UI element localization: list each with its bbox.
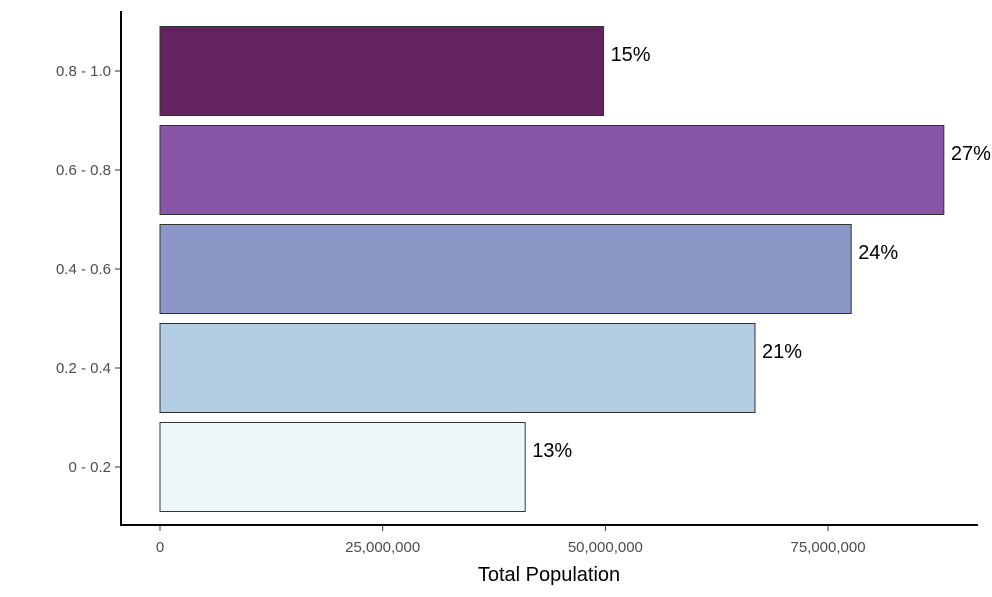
bar-3 — [159, 125, 945, 215]
bars-group — [159, 26, 945, 512]
y-tick-label-3: 0.6 - 0.8 — [56, 162, 111, 179]
x-tick-labels: 0 25,000,000 50,000,000 75,000,000 — [156, 525, 866, 556]
y-tick-label-1: 0.2 - 0.4 — [56, 360, 111, 377]
data-label-4: 15% — [611, 44, 651, 66]
data-label-2: 24% — [858, 242, 898, 264]
data-label-0: 13% — [532, 440, 572, 462]
bar-0 — [159, 422, 526, 512]
bar-4 — [159, 26, 605, 116]
x-tick-label-3: 75,000,000 — [790, 539, 865, 556]
y-tick-label-4: 0.8 - 1.0 — [56, 63, 111, 80]
x-tick-label-1: 25,000,000 — [345, 539, 420, 556]
x-tick-label-2: 50,000,000 — [568, 539, 643, 556]
data-label-3: 27% — [951, 143, 991, 165]
bar-2 — [159, 224, 852, 314]
x-axis-title: Total Population — [478, 564, 620, 586]
data-labels: 13% 21% 24% 27% 15% — [532, 44, 991, 462]
bar-1 — [159, 323, 756, 413]
y-tick-label-2: 0.4 - 0.6 — [56, 261, 111, 278]
y-tick-label-0: 0 - 0.2 — [68, 459, 111, 476]
data-label-1: 21% — [762, 341, 802, 363]
x-tick-label-0: 0 — [156, 539, 164, 556]
y-tick-labels: 0 - 0.2 0.2 - 0.4 0.4 - 0.6 0.6 - 0.8 0.8 - … — [56, 63, 121, 476]
